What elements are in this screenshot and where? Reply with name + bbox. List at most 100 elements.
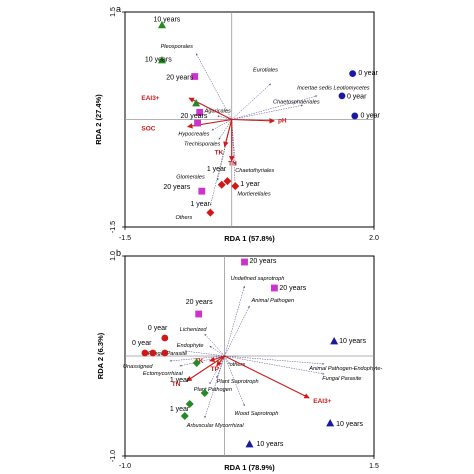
sample-label-1: 10 years (145, 56, 172, 63)
sample-square-point-4 (196, 108, 204, 116)
sample-triangle-point-1 (157, 56, 166, 64)
taxon-label-animal-pathogen: Animal Pathogen (250, 298, 294, 304)
taxon-label-animal-pathogen-endophyte: Animal Pathogen-Endophyte- (308, 366, 382, 372)
taxon-arrow-animal-pathogen-endophyte (224, 355, 325, 365)
taxon-label-glomerales: Glomerales (176, 174, 205, 180)
x-tick-label-0: -1.5 (119, 235, 131, 242)
sample-square-point-6 (198, 187, 206, 195)
sample-diamond-point-9 (231, 182, 240, 191)
x-tick-label-0: -1.0 (119, 463, 131, 470)
taxon-label-ectomycorrhizal: Ectomycorrhizal (143, 371, 184, 377)
taxon-label-mortierellales: Mortierellales (237, 191, 270, 197)
taxon-label-plant-saprotroph: Plant Saprotroph (217, 379, 259, 385)
sample-label-0: 10 years (153, 16, 180, 23)
taxon-label-trechisporales: Trechisporales (184, 141, 220, 147)
taxon-arrow-lichenized (204, 333, 225, 357)
env-arrow-tn (186, 355, 225, 382)
x-tick-label-1: 2.0 (369, 235, 379, 242)
taxon-label-eurotiales: Eurotiales (253, 67, 278, 73)
taxon-label-lichenized: Lichenized (180, 327, 208, 333)
taxon-label-hypocreales: Hypocreales (178, 131, 209, 137)
env-label-eai3: EAI3+ (313, 398, 331, 405)
taxon-label-plant-pathogen: Plant Pathogen (194, 387, 232, 393)
taxon-arrow-eurotiales (231, 83, 272, 120)
sample-circle-point-6 (149, 349, 157, 357)
taxon-label-others: others (230, 362, 246, 368)
sample-circle-point-5 (161, 349, 169, 357)
sample-triangle-point-13 (245, 440, 254, 448)
taxon-label-unassigned: Unassigned (123, 364, 153, 370)
y-axis-label: RDA 2 (27.4%) (94, 94, 103, 145)
taxon-arrow-mortierellales (231, 119, 237, 188)
env-label-eai3: EAI3+ (141, 95, 159, 102)
sample-diamond-point-10 (180, 412, 189, 420)
panel-letter: b (116, 248, 121, 258)
taxon-arrow-fungal-parasite (184, 350, 225, 357)
sample-label-10: 1 year (190, 201, 210, 208)
sample-label-3: 0 year (148, 325, 168, 332)
y-tick-label-1: -1.5 (110, 221, 117, 233)
sample-label-13: 10 years (256, 441, 283, 448)
env-label-tk: TK (215, 150, 224, 157)
sample-diamond-point-9 (185, 400, 194, 408)
sample-triangle-point-2 (192, 99, 201, 107)
taxon-arrow-others (209, 119, 232, 206)
taxon-arrow-undefined-saprotroph (224, 285, 245, 357)
sample-label-12: 0 year (347, 94, 367, 101)
sample-triangle-point-0 (157, 20, 166, 29)
taxon-arrow-others (224, 355, 230, 365)
taxon-label-incertae-sedis-leotiomycetes: Incertae sedis Leotiomycetes (297, 85, 370, 91)
taxon-label-chaetosphaeriales: Chaetosphaeriales (273, 100, 320, 106)
x-axis-label: RDA 1 (78.9%) (224, 463, 275, 472)
sample-circle-point-4 (141, 349, 149, 357)
y-tick-label-0: 1.0 (110, 251, 117, 261)
taxon-label-agaricales: Agaricales (204, 108, 231, 114)
sample-diamond-point-7 (192, 359, 201, 367)
sample-label-7: 1 year (207, 166, 227, 173)
sample-diamond-point-8 (200, 389, 209, 397)
y-tick-label-1: -1.0 (110, 450, 117, 462)
taxon-label-endophyte: Endophyte (177, 343, 204, 349)
taxon-arrow-incertae-sedis-leotiomycetes (231, 95, 318, 120)
taxon-arrow-hypocreales (211, 119, 232, 131)
env-arrow-ph (231, 118, 275, 124)
taxon-arrow-animal-pathogen (224, 305, 250, 357)
sample-label-4: 20 years (180, 113, 207, 120)
sample-label-0: 20 years (250, 258, 277, 265)
sample-diamond-point-10 (206, 208, 215, 217)
env-label-tn: TN (172, 381, 181, 388)
env-label-soc: SOC (141, 125, 155, 132)
y-axis-label: RDA 2 (6.3%) (96, 332, 105, 379)
taxon-arrow-plant-pathogen (209, 355, 225, 385)
taxon-arrow-endophyte (209, 345, 225, 357)
sample-circle-point-13 (351, 112, 359, 120)
taxon-arrow-unassigned (169, 355, 225, 362)
env-label-tp: TP (211, 366, 220, 373)
sample-label-2: 20 years (186, 299, 213, 306)
rda-panel-a: a -1.5 2.0 1.5 -1.5 RDA 1 (57.8%) RDA 2 (27.4%… (94, 4, 381, 243)
sample-diamond-point-7 (223, 177, 232, 186)
sample-circle-point-11 (349, 70, 357, 78)
env-label-tn: TN (228, 160, 237, 167)
env-arrow-tp (216, 355, 226, 367)
sample-square-point-3 (191, 73, 199, 80)
taxon-arrow-fungal-parasite (224, 355, 325, 375)
sample-square-point-0 (241, 258, 248, 266)
sample-circle-point-12 (338, 92, 346, 100)
sample-label-12: 10 years (336, 421, 363, 428)
sample-diamond-point-8 (217, 180, 226, 189)
taxon-label-wood-saprotroph: Wood Saprotroph (235, 411, 279, 417)
taxon-label-arbuscular-mycorrhizal: Arbuscular Mycorrhizal (186, 423, 245, 429)
taxon-arrow-ectomycorrhizal (179, 355, 225, 367)
sample-square-point-2 (195, 310, 203, 318)
taxon-arrow-trechisporales (218, 119, 232, 140)
sample-square-point-1 (271, 284, 278, 292)
sample-label-1: 20 years (279, 285, 306, 292)
taxon-label-undefined-saprotroph: Undefined saprotroph (231, 276, 285, 282)
sample-label-4: 0 year (132, 340, 152, 347)
taxon-label-pleosporales: Pleosporales (161, 44, 194, 50)
panel-letter: a (116, 4, 121, 14)
sample-square-point-5 (194, 119, 201, 127)
sample-label-6: 20 years (163, 184, 190, 191)
